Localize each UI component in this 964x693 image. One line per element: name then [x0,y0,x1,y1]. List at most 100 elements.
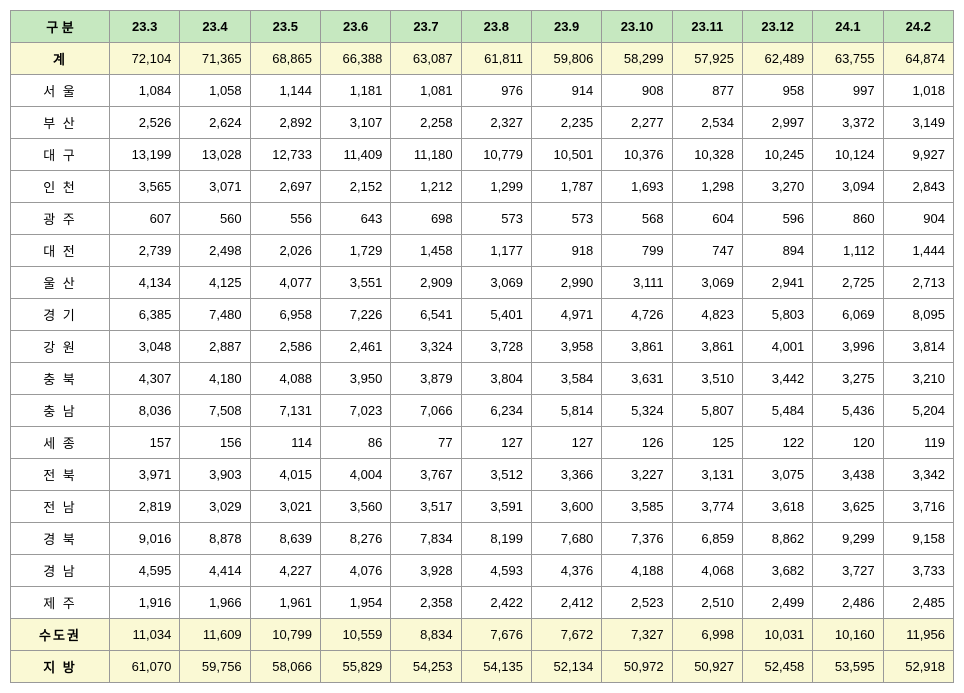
data-cell: 2,510 [672,587,742,619]
data-cell: 62,489 [742,43,812,75]
data-cell: 1,966 [180,587,250,619]
data-cell: 958 [742,75,812,107]
table-body: 계72,10471,36568,86566,38863,08761,81159,… [11,43,954,683]
data-cell: 568 [602,203,672,235]
table-row: 강 원3,0482,8872,5862,4613,3243,7283,9583,… [11,331,954,363]
data-cell: 3,551 [320,267,390,299]
data-cell: 11,034 [110,619,180,651]
data-cell: 9,927 [883,139,953,171]
data-cell: 4,227 [250,555,320,587]
data-cell: 2,461 [320,331,390,363]
header-month: 23.9 [531,11,601,43]
data-cell: 13,028 [180,139,250,171]
data-cell: 2,277 [602,107,672,139]
data-cell: 6,859 [672,523,742,555]
data-cell: 3,585 [602,491,672,523]
data-cell: 9,016 [110,523,180,555]
data-cell: 3,728 [461,331,531,363]
data-cell: 6,958 [250,299,320,331]
data-cell: 3,591 [461,491,531,523]
table-row: 인 천3,5653,0712,6972,1521,2121,2991,7871,… [11,171,954,203]
data-cell: 7,672 [531,619,601,651]
data-cell: 3,510 [672,363,742,395]
data-cell: 77 [391,427,461,459]
data-cell: 4,188 [602,555,672,587]
data-cell: 2,624 [180,107,250,139]
data-cell: 3,600 [531,491,601,523]
header-month: 23.11 [672,11,742,43]
data-cell: 127 [461,427,531,459]
data-cell: 904 [883,203,953,235]
data-cell: 2,523 [602,587,672,619]
data-cell: 3,438 [813,459,883,491]
row-label: 인 천 [11,171,110,203]
data-cell: 2,534 [672,107,742,139]
row-label: 서 울 [11,75,110,107]
data-cell: 10,779 [461,139,531,171]
data-cell: 914 [531,75,601,107]
data-cell: 61,811 [461,43,531,75]
data-cell: 908 [602,75,672,107]
table-header: 구 분23.323.423.523.623.723.823.923.1023.1… [11,11,954,43]
data-cell: 8,878 [180,523,250,555]
data-cell: 3,996 [813,331,883,363]
row-label: 계 [11,43,110,75]
data-cell: 1,084 [110,75,180,107]
data-cell: 10,799 [250,619,320,651]
data-cell: 8,276 [320,523,390,555]
data-cell: 8,199 [461,523,531,555]
data-cell: 127 [531,427,601,459]
data-cell: 10,328 [672,139,742,171]
data-cell: 2,739 [110,235,180,267]
table-row: 경 남4,5954,4144,2274,0763,9284,5934,3764,… [11,555,954,587]
data-cell: 10,559 [320,619,390,651]
data-cell: 1,458 [391,235,461,267]
data-cell: 4,971 [531,299,601,331]
header-month: 23.12 [742,11,812,43]
data-cell: 747 [672,235,742,267]
data-cell: 918 [531,235,601,267]
data-cell: 63,755 [813,43,883,75]
data-cell: 2,941 [742,267,812,299]
data-cell: 2,358 [391,587,461,619]
data-cell: 596 [742,203,812,235]
row-label: 부 산 [11,107,110,139]
row-label: 경 북 [11,523,110,555]
data-cell: 573 [531,203,601,235]
data-cell: 3,774 [672,491,742,523]
data-cell: 607 [110,203,180,235]
header-month: 23.7 [391,11,461,43]
data-cell: 2,887 [180,331,250,363]
data-cell: 2,152 [320,171,390,203]
data-cell: 10,501 [531,139,601,171]
data-cell: 5,436 [813,395,883,427]
data-cell: 4,001 [742,331,812,363]
data-cell: 59,806 [531,43,601,75]
data-cell: 6,541 [391,299,461,331]
data-cell: 1,112 [813,235,883,267]
data-cell: 1,916 [110,587,180,619]
header-row: 구 분23.323.423.523.623.723.823.923.1023.1… [11,11,954,43]
data-cell: 997 [813,75,883,107]
data-cell: 8,639 [250,523,320,555]
data-cell: 2,725 [813,267,883,299]
header-month: 23.4 [180,11,250,43]
data-cell: 2,412 [531,587,601,619]
data-cell: 9,299 [813,523,883,555]
data-cell: 2,422 [461,587,531,619]
data-cell: 4,134 [110,267,180,299]
table-row: 세 종1571561148677127127126125122120119 [11,427,954,459]
data-cell: 4,068 [672,555,742,587]
data-cell: 3,069 [461,267,531,299]
header-month: 23.3 [110,11,180,43]
data-cell: 698 [391,203,461,235]
data-cell: 4,125 [180,267,250,299]
data-cell: 7,327 [602,619,672,651]
table-row: 대 전2,7392,4982,0261,7291,4581,1779187997… [11,235,954,267]
row-label: 전 남 [11,491,110,523]
data-cell: 3,814 [883,331,953,363]
data-cell: 4,823 [672,299,742,331]
data-cell: 1,444 [883,235,953,267]
data-cell: 3,733 [883,555,953,587]
data-cell: 3,560 [320,491,390,523]
